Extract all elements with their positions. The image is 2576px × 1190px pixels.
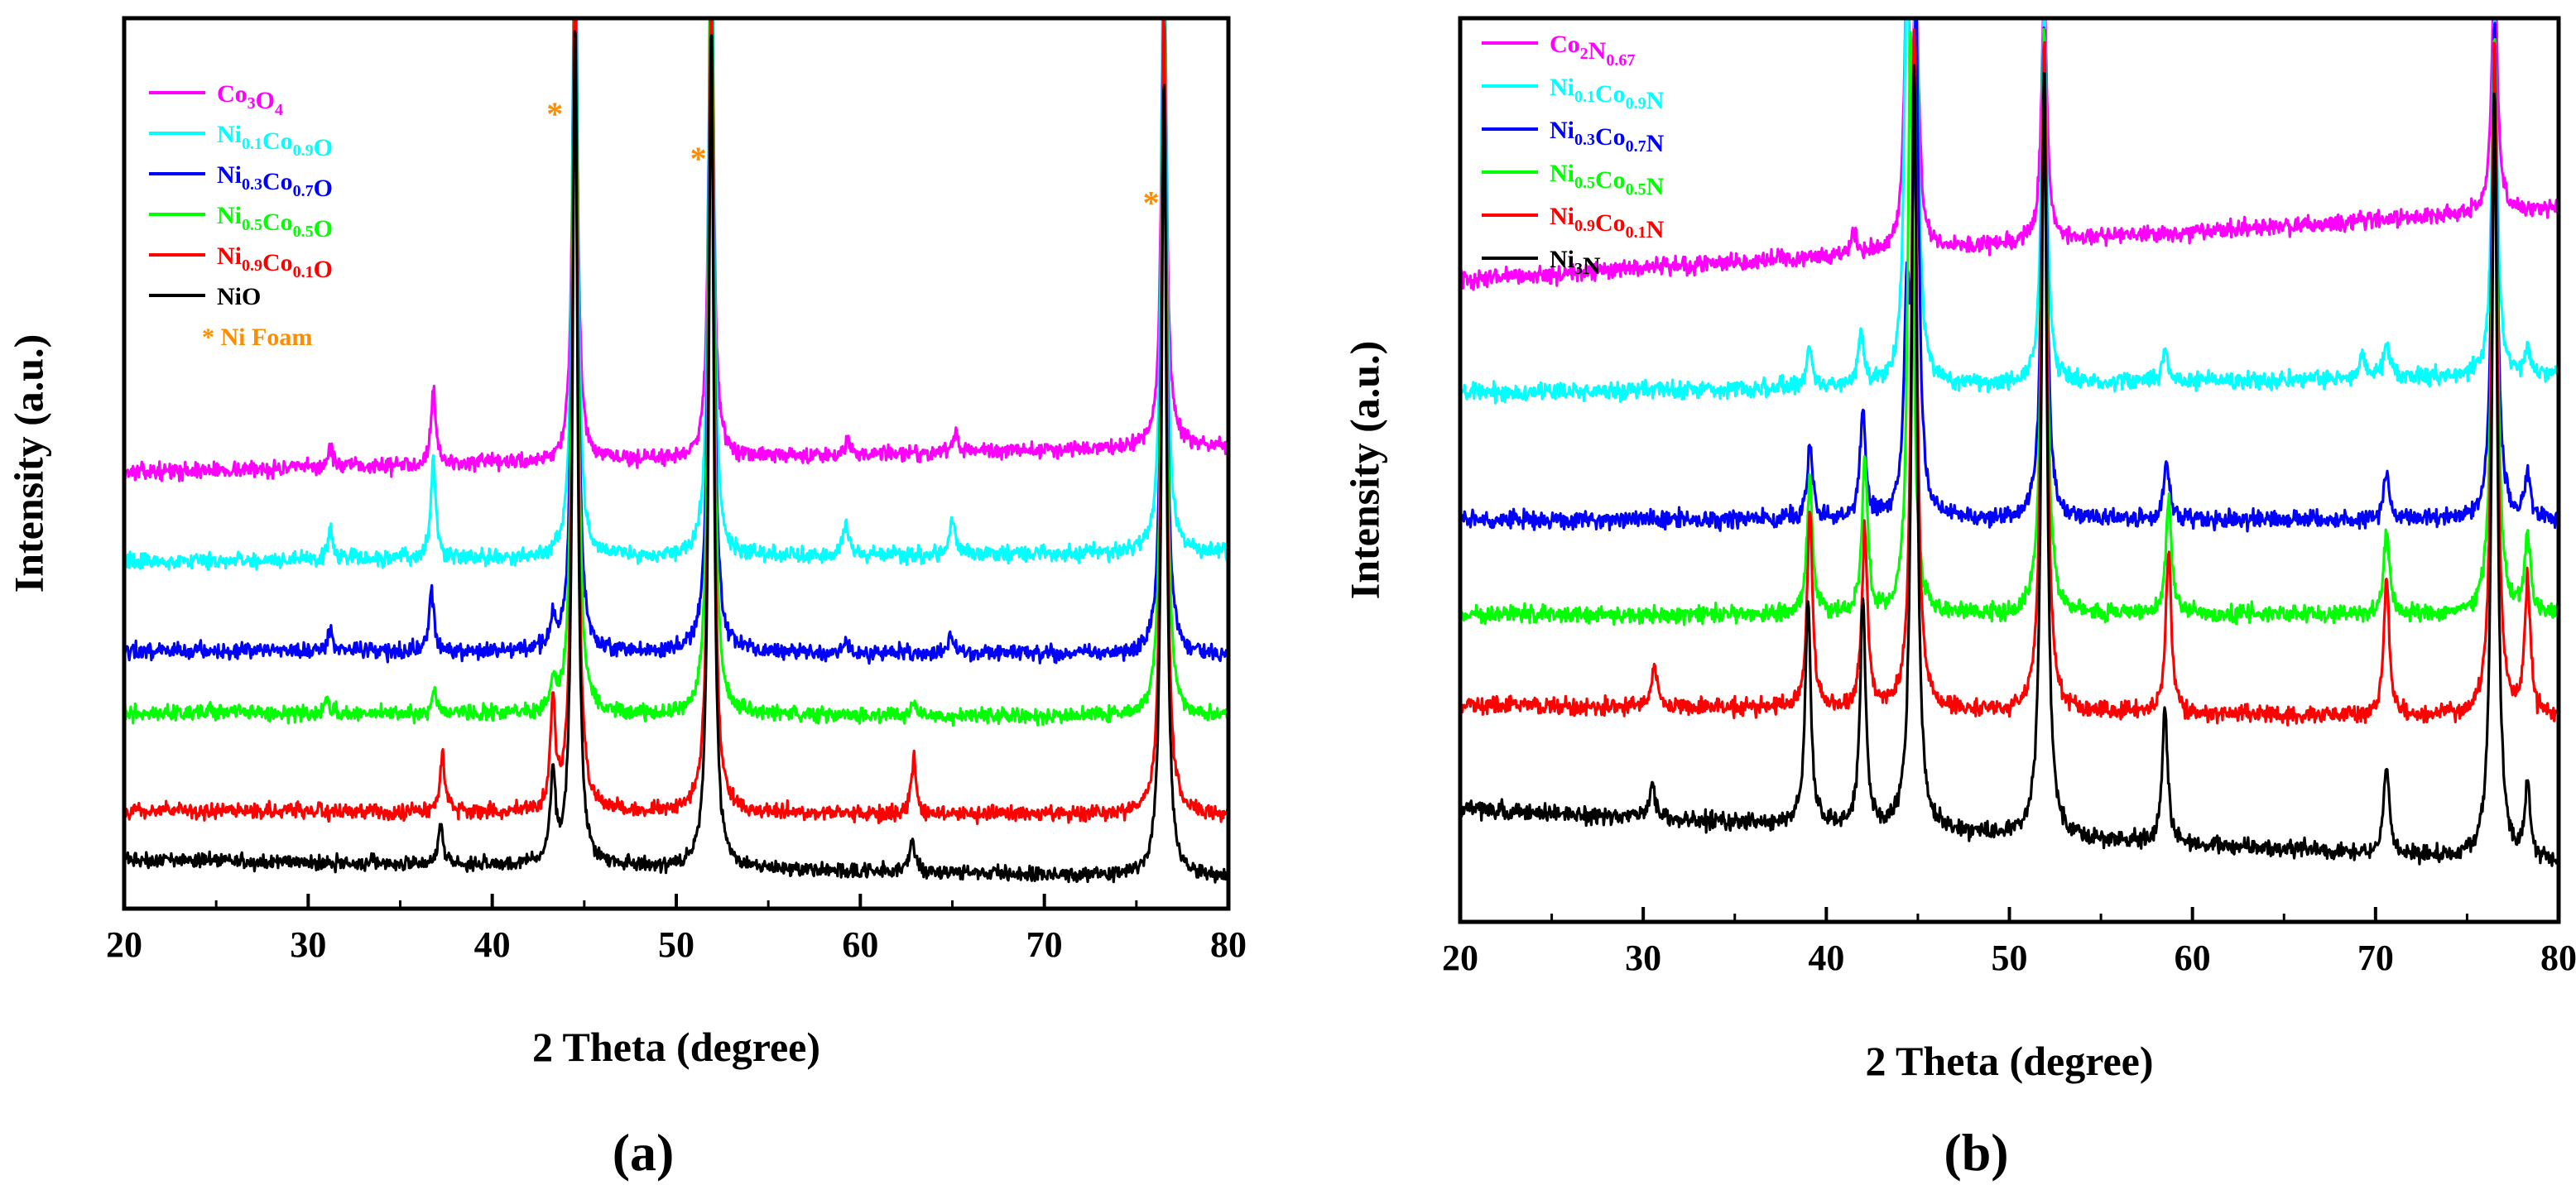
legend-entry-ni0-5co0-5o: Ni0.5Co0.5O — [217, 202, 333, 242]
x-tick-label: 20 — [1442, 938, 1478, 978]
legend-entry-ni3n: Ni3N — [1550, 246, 1601, 280]
plot-area — [1460, 18, 2559, 867]
legend-entry-ni0-9co0-1n: Ni0.9Co0.1N — [1550, 203, 1665, 243]
series-line-nio — [124, 30, 1228, 884]
series-line-ni0-3co0-7o — [124, 18, 1228, 665]
x-tick-label: 30 — [1625, 938, 1661, 978]
legend-entry-ni0-3co0-7o: Ni0.3Co0.7O — [217, 161, 333, 202]
x-tick-label: 30 — [290, 924, 326, 965]
series-line-ni0-1co0-9n — [1460, 18, 2559, 405]
y-axis-label: Intensity (a.u.) — [5, 334, 51, 593]
series-line-ni0-5co0-5n — [1460, 27, 2559, 626]
x-tick-label: 50 — [658, 924, 694, 965]
series-line-ni0-1co0-9o — [124, 18, 1228, 571]
ni-foam-peak-marker: * — [546, 95, 563, 132]
legend-entry-ni0-5co0-5n: Ni0.5Co0.5N — [1550, 160, 1665, 200]
ni-foam-peak-marker: * — [1143, 185, 1160, 222]
legend-entry-ni0-1co0-9o: Ni0.1Co0.9O — [217, 121, 333, 161]
legend: Co2N0.67 Ni0.1Co0.9NNi0.3Co0.7NNi0.5Co0.5… — [1482, 31, 1665, 280]
legend-ni-foam-note: * Ni Foam — [202, 324, 312, 351]
legend-entry-co3o4: Co3O4 — [217, 80, 283, 119]
series-line-co2n0-67 — [1460, 18, 2559, 291]
y-axis-label: Intensity (a.u.) — [1341, 341, 1387, 600]
legend: Co3O4Ni0.1Co0.9ONi0.3Co0.7ONi0.5Co0.5ONi… — [149, 80, 333, 351]
series-line-ni0-5co0-5o — [124, 18, 1228, 727]
legend-entry-co2n0-67: Co2N0.67 — [1550, 31, 1635, 70]
x-axis-label: 2 Theta (degree) — [532, 1024, 820, 1070]
series-line-ni3n — [1460, 64, 2559, 867]
x-tick-label: 60 — [2175, 938, 2211, 978]
legend-entry-ni0-9co0-1o: Ni0.9Co0.1O — [217, 242, 333, 283]
series-line-ni0-9co0-1o — [124, 18, 1228, 826]
x-tick-label: 70 — [2357, 938, 2394, 978]
ni-foam-peak-marker: * — [690, 140, 707, 177]
series-line-ni0-3co0-7n — [1460, 18, 2559, 533]
series-line-ni0-9co0-1n — [1460, 28, 2559, 727]
x-tick-label: 40 — [474, 924, 511, 965]
panel-a: 20 30 40 50 60 70 80 2 Theta (degree) Intensity … — [5, 16, 1247, 1182]
panel-label: (b) — [1944, 1123, 2008, 1182]
legend-entry-ni0-3co0-7n: Ni0.3Co0.7N — [1550, 117, 1665, 157]
panel-b: 20 30 40 50 60 70 80 2 Theta (degree) Intensity … — [1341, 16, 2576, 1182]
x-tick-label: 50 — [1992, 938, 2028, 978]
x-tick-label: 80 — [1210, 924, 1247, 965]
series-line-co3o4 — [124, 18, 1228, 482]
x-axis-label: 2 Theta (degree) — [1865, 1038, 2153, 1084]
x-tick-label: 70 — [1026, 924, 1063, 965]
legend-entry-ni0-1co0-9n: Ni0.1Co0.9N — [1550, 74, 1665, 114]
panel-label: (a) — [613, 1123, 675, 1182]
x-tick-label: 20 — [106, 924, 142, 965]
x-tick-label: 40 — [1808, 938, 1844, 978]
legend-entry-nio: NiO — [217, 283, 261, 310]
x-tick-label: 60 — [842, 924, 878, 965]
plot-area — [124, 18, 1228, 884]
x-tick-label: 80 — [2540, 938, 2576, 978]
